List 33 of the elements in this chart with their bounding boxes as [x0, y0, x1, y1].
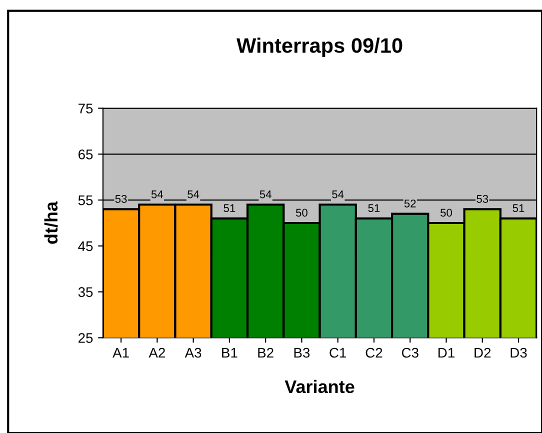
x-tick-label: C2 [366, 348, 382, 358]
x-tick-label: A1 [112, 348, 129, 358]
data-label: 50 [440, 208, 452, 217]
y-tick-label: 65 [78, 149, 93, 160]
x-tick-label: A3 [184, 348, 202, 358]
y-tick-label: 35 [78, 287, 93, 298]
x-tick-label: D1 [438, 348, 454, 358]
data-label: 51 [512, 204, 524, 212]
x-tick-label: C1 [330, 348, 346, 358]
data-label: 51 [368, 204, 380, 212]
y-axis-title: dt/ha [44, 201, 58, 244]
x-tick-label: D3 [510, 348, 527, 358]
chart-title: Winterraps 09/10 [236, 38, 402, 58]
data-label: 54 [151, 190, 164, 198]
x-tick-label: B1 [222, 348, 238, 358]
data-label: 53 [115, 194, 127, 203]
data-label: 54 [332, 190, 344, 198]
x-tick-label: C3 [402, 348, 418, 358]
y-tick-label: 75 [78, 104, 93, 114]
x-tick-label: D2 [474, 348, 491, 358]
y-tick-label: 45 [78, 241, 93, 252]
x-tick-label: A2 [148, 348, 165, 358]
data-label: 51 [224, 204, 236, 212]
data-label: 52 [404, 200, 416, 208]
y-tick-label: 25 [78, 333, 93, 343]
y-tick-label: 55 [78, 196, 93, 206]
data-label: 50 [296, 208, 308, 217]
x-axis-title: Variante [284, 380, 354, 394]
data-label: 54 [188, 190, 200, 198]
data-label: 54 [260, 190, 272, 198]
x-tick-label: B2 [258, 348, 274, 358]
x-tick-label: B3 [294, 348, 310, 358]
data-label: 53 [476, 194, 488, 203]
